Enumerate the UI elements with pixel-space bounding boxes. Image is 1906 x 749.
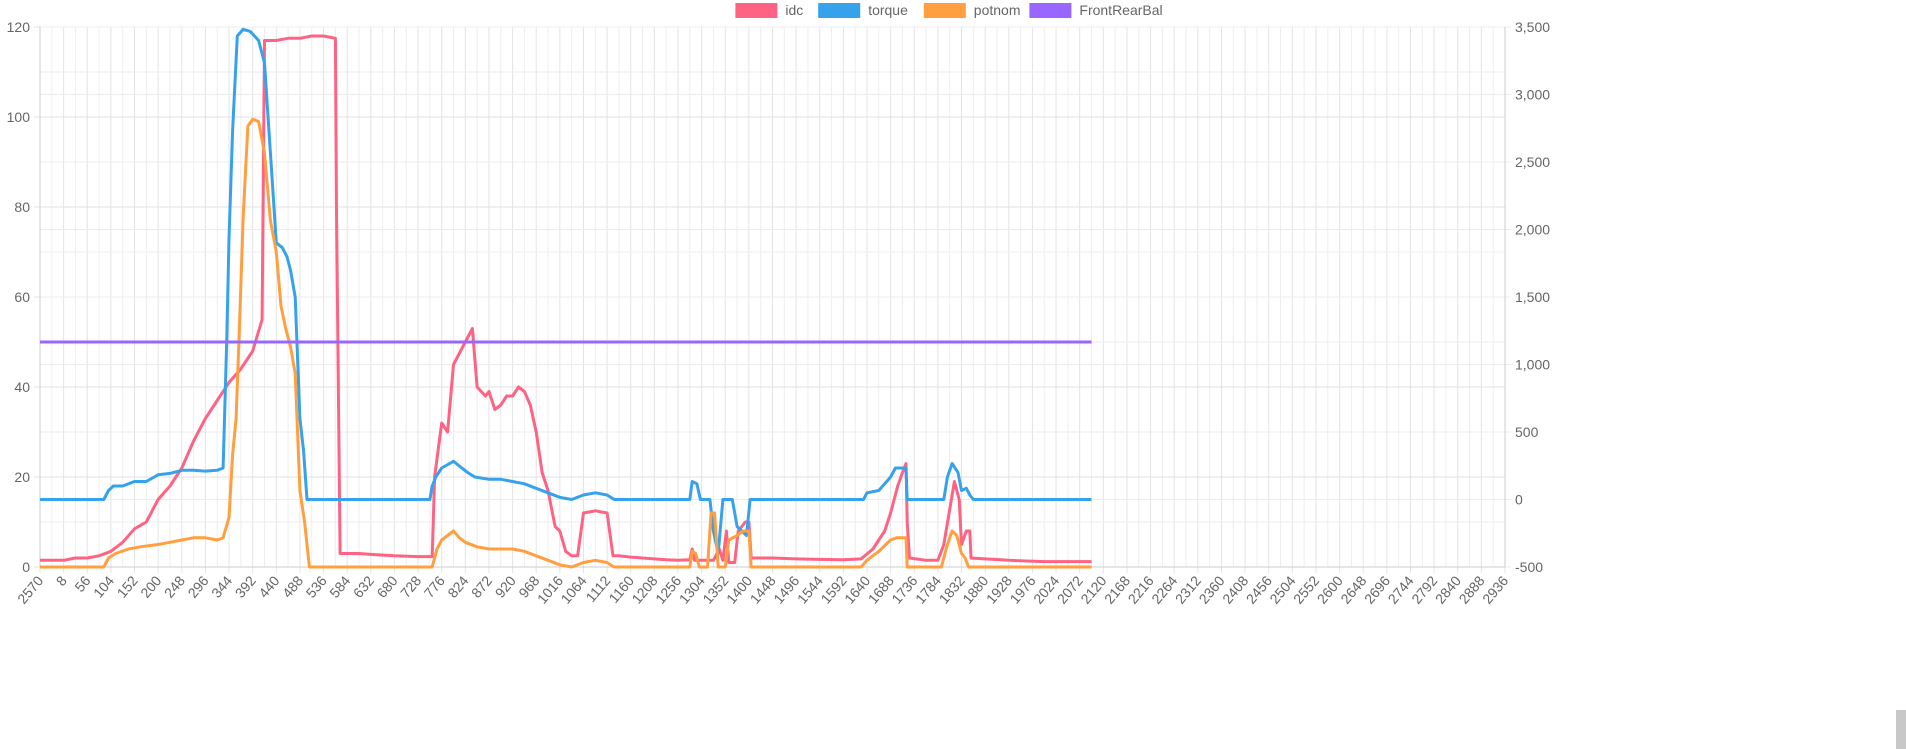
y-right-tick-label: 3,000 <box>1515 87 1550 103</box>
x-tick-label: 2552 <box>1290 572 1322 606</box>
x-tick-label: 872 <box>468 572 495 600</box>
series-line-idc <box>40 34 1092 564</box>
x-tick-label: 2936 <box>1479 572 1511 606</box>
x-tick-label: 1064 <box>557 572 589 606</box>
x-tick-label: 2264 <box>1148 572 1180 606</box>
x-tick-label: 776 <box>421 572 448 600</box>
y-right-tick-label: 1,500 <box>1515 289 1550 305</box>
x-tick-label: 1448 <box>747 572 779 606</box>
x-tick-label: 2408 <box>1219 572 1251 606</box>
y-right-tick-label: 1,000 <box>1515 357 1550 373</box>
x-tick-label: 2312 <box>1172 572 1204 606</box>
legend-label: torque <box>868 2 908 18</box>
legend-label: idc <box>785 2 803 18</box>
x-tick-label: 2744 <box>1384 572 1416 606</box>
legend-label: potnom <box>974 2 1021 18</box>
y-right-tick-label: 0 <box>1515 492 1523 508</box>
legend-item-idc[interactable]: idc <box>735 2 803 18</box>
x-tick-label: 536 <box>303 572 330 600</box>
x-tick-label: 2072 <box>1054 572 1086 606</box>
x-tick-label: 200 <box>137 572 164 600</box>
x-tick-label: 1592 <box>817 572 849 606</box>
y-left-tick-label: 80 <box>14 199 30 215</box>
y-right-tick-label: 500 <box>1515 424 1539 440</box>
x-tick-label: 8 <box>53 572 70 588</box>
x-tick-label: 1208 <box>628 572 660 606</box>
y-right-tick-label: -500 <box>1515 559 1543 575</box>
y-left-tick-label: 20 <box>14 469 30 485</box>
x-tick-label: 2216 <box>1125 572 1157 606</box>
x-tick-label: 440 <box>255 572 282 600</box>
x-tick-label: 2600 <box>1314 572 1346 606</box>
legend-item-potnom[interactable]: potnom <box>923 2 1021 18</box>
x-tick-label: 2648 <box>1337 572 1369 606</box>
x-tick-label: 2360 <box>1195 572 1227 606</box>
x-tick-label: 248 <box>161 572 188 600</box>
x-tick-label: 2168 <box>1101 572 1133 606</box>
y-right-tick-label: 3,500 <box>1515 19 1550 35</box>
x-tick-label: 1688 <box>865 572 897 606</box>
x-tick-label: 1352 <box>699 572 731 606</box>
series-lines <box>40 27 1092 569</box>
x-tick-label: 296 <box>184 572 211 600</box>
legend-label: FrontRearBal <box>1079 2 1162 18</box>
y-left-tick-label: 60 <box>14 289 30 305</box>
legend-swatch <box>735 3 778 18</box>
x-tick-label: 632 <box>350 572 377 600</box>
y-left-tick-label: 120 <box>7 19 31 35</box>
x-tick-label: 824 <box>444 572 471 600</box>
y-right-tick-label: 2,000 <box>1515 222 1550 238</box>
legend[interactable]: idc torque potnom FrontRearBal <box>735 2 1163 18</box>
x-tick-label: 1976 <box>1006 572 1038 606</box>
axes: 0 20 40 60 80 100 120 -500 0 500 1,000 1,500 2,000 2,… <box>7 19 1551 607</box>
x-tick-label: 1496 <box>770 572 802 606</box>
x-tick-label: 2888 <box>1455 572 1487 606</box>
x-tick-label: 680 <box>373 572 400 600</box>
legend-item-frontrearbal[interactable]: FrontRearBal <box>1029 2 1163 18</box>
x-tick-label: 1640 <box>841 572 873 606</box>
legend-item-torque[interactable]: torque <box>818 2 908 18</box>
legend-swatch <box>923 3 966 18</box>
x-tick-label: 1736 <box>888 572 920 606</box>
x-tick-label: 2120 <box>1077 572 1109 606</box>
x-tick-label: 1304 <box>676 572 708 606</box>
x-tick-label: 1544 <box>794 572 826 606</box>
series-line-torque <box>40 27 1092 555</box>
gridlines <box>34 26 1511 573</box>
x-tick-label: 1400 <box>723 572 755 606</box>
x-tick-label: 2570 <box>14 572 46 606</box>
x-tick-label: 344 <box>208 572 235 600</box>
scrollbar-thumb[interactable] <box>1896 710 1906 749</box>
x-tick-label: 1928 <box>983 572 1015 606</box>
x-tick-label: 1256 <box>652 572 684 606</box>
y-left-tick-label: 0 <box>22 559 30 575</box>
y-left-tick-label: 40 <box>14 379 30 395</box>
x-tick-label: 2792 <box>1408 572 1440 606</box>
x-tick-label: 392 <box>232 572 259 600</box>
x-tick-label: 1880 <box>959 572 991 606</box>
x-tick-label: 1112 <box>582 572 613 605</box>
x-tick-label: 584 <box>326 572 353 600</box>
x-tick-label: 1016 <box>534 572 566 606</box>
x-tick-label: 488 <box>279 572 306 600</box>
x-tick-label: 152 <box>114 572 141 600</box>
x-tick-label: 920 <box>492 572 519 600</box>
x-tick-label: 2024 <box>1030 572 1062 606</box>
series-line-potnom <box>40 117 1092 569</box>
x-tick-label: 2840 <box>1432 572 1464 606</box>
legend-swatch <box>818 3 861 18</box>
x-tick-label: 2456 <box>1243 572 1275 606</box>
x-tick-label: 1832 <box>936 572 968 606</box>
x-tick-label: 104 <box>90 572 117 600</box>
y-left-tick-label: 100 <box>7 109 31 125</box>
y-right-tick-label: 2,500 <box>1515 154 1550 170</box>
x-tick-label: 1784 <box>912 572 944 606</box>
x-tick-label: 2504 <box>1266 572 1298 606</box>
x-tick-label: 2696 <box>1361 572 1393 606</box>
legend-swatch <box>1029 3 1072 18</box>
x-tick-label: 728 <box>397 572 424 600</box>
